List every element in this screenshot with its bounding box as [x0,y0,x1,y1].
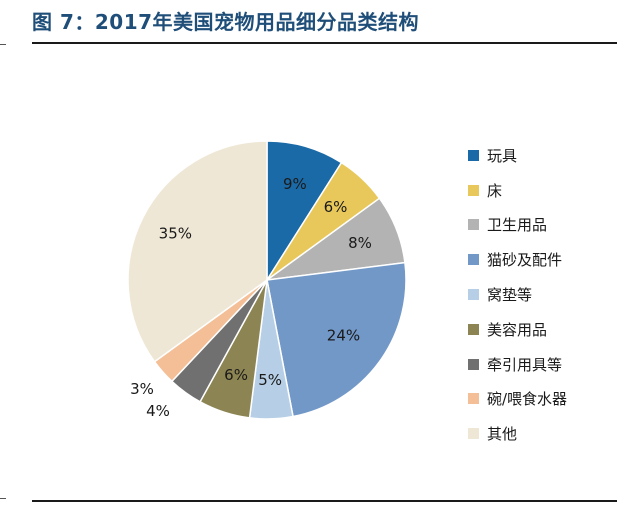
chart-legend: 玩具床卫生用品猫砂及配件窝垫等美容用品牵引用具等碗/喂食水器 其他 [468,138,567,451]
legend-item-2: 卫生用品 [468,208,567,243]
legend-label-0: 玩具 [487,146,518,165]
legend-label-4: 窝垫等 [487,286,533,305]
pie-slice-3 [266,261,407,418]
legend-swatch-4 [468,289,479,301]
legend-label-5: 美容用品 [487,320,548,339]
slice-label-1: 6% [324,198,348,216]
legend-swatch-8 [468,428,479,440]
legend-item-3: 猫砂及配件 [468,242,567,277]
legend-label-6: 牵引用具等 [487,355,563,374]
slice-label-7: 3% [130,380,154,398]
legend-label-8: 其他 [487,425,518,444]
left-tick-top [0,44,6,45]
chart-title: 图 7：2017年美国宠物用品细分品类结构 [32,10,420,34]
pie-slice-0 [266,140,343,283]
legend-swatch-7 [468,393,479,405]
left-tick-bottom [0,498,6,499]
pie-slice-8 [127,140,268,363]
legend-swatch-6 [468,358,479,370]
legend-item-4: 窝垫等 [468,277,567,312]
legend-swatch-1 [468,184,479,196]
legend-label-7: 碗/喂食水器 [487,390,568,409]
slice-label-8: 35% [159,224,192,242]
slice-label-0: 9% [283,175,307,193]
legend-item-7: 碗/喂食水器 [468,382,567,417]
slice-label-2: 8% [348,234,372,252]
legend-swatch-5 [468,323,479,335]
legend-label-3: 猫砂及配件 [487,251,563,270]
slice-label-3: 24% [327,327,360,345]
legend-label-2: 卫生用品 [487,216,548,235]
slice-label-6: 4% [146,402,170,420]
legend-item-0: 玩具 [468,138,567,173]
slice-label-5: 6% [224,366,248,384]
legend-swatch-2 [468,219,479,231]
legend-item-5: 美容用品 [468,312,567,347]
slice-label-4: 5% [258,371,282,389]
legend-label-1: 床 [487,181,503,200]
legend-swatch-3 [468,254,479,266]
top-divider [32,42,617,44]
legend-item-6: 牵引用具等 [468,347,567,382]
legend-item-8: 其他 [468,416,567,451]
legend-swatch-0 [468,149,479,161]
legend-item-1: 床 [468,173,567,208]
bottom-divider [32,500,617,502]
